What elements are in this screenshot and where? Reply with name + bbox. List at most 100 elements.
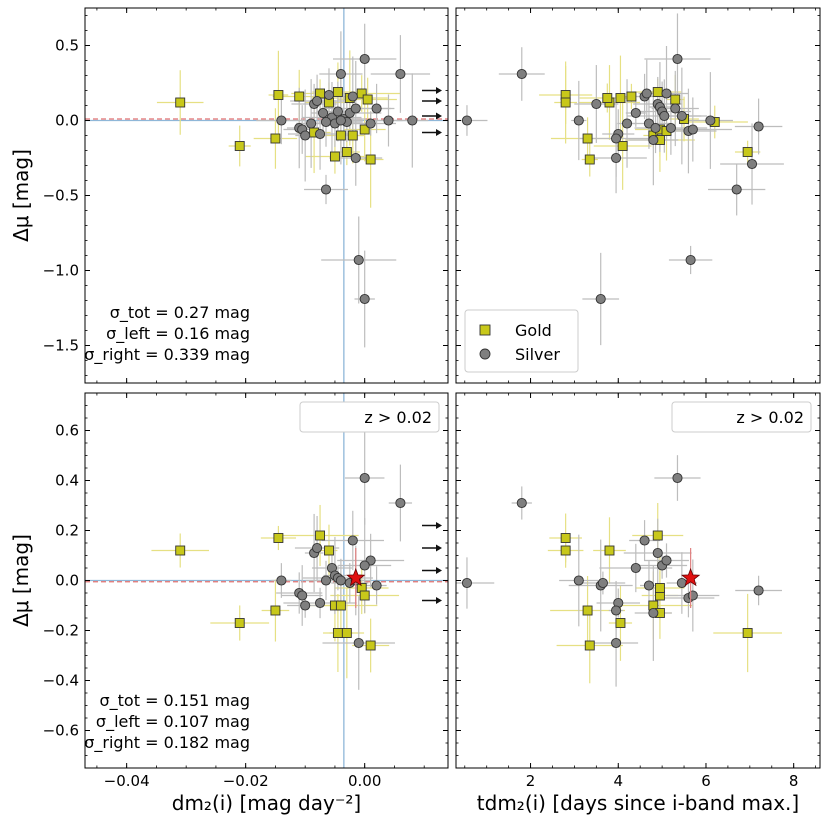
- silver-point: [371, 103, 382, 114]
- silver-point: [611, 605, 622, 616]
- silver-point: [516, 68, 527, 80]
- silver-point: [676, 577, 687, 589]
- legend-gold-label: Gold: [515, 321, 552, 340]
- silver-point: [383, 115, 394, 126]
- gold-point: [582, 605, 593, 616]
- silver-point: [687, 124, 698, 135]
- stat-line: σ_tot = 0.27 mag: [110, 303, 250, 323]
- x-tick-label: 2: [526, 772, 536, 790]
- silver-point: [371, 580, 382, 591]
- arrow-head: [436, 597, 442, 604]
- gold-point: [273, 90, 284, 100]
- arrow-head: [436, 129, 442, 136]
- gold-point: [356, 88, 367, 99]
- stat-line: σ_right = 0.182 mag: [84, 733, 250, 753]
- gold-point: [234, 618, 245, 628]
- legend-silver-label: Silver: [515, 345, 560, 364]
- gold-point: [365, 640, 376, 651]
- silver-point: [461, 115, 473, 126]
- silver-point: [300, 600, 311, 611]
- stat-line: σ_right = 0.339 mag: [84, 345, 250, 365]
- stat-line: σ_tot = 0.151 mag: [100, 691, 251, 711]
- gold-point: [270, 133, 281, 144]
- silver-point: [573, 115, 584, 126]
- silver-point: [753, 585, 764, 596]
- silver-point: [676, 110, 687, 122]
- gold-point: [294, 91, 305, 102]
- y-tick-label: 0.0: [55, 572, 79, 590]
- silver-point: [365, 118, 376, 129]
- silver-point: [648, 607, 659, 619]
- silver-point: [312, 542, 323, 554]
- silver-point: [639, 535, 650, 546]
- gold-point: [329, 151, 340, 162]
- gold-point: [341, 628, 352, 638]
- silver-point: [297, 590, 308, 601]
- silver-point: [306, 118, 317, 129]
- arrow-head: [436, 87, 442, 94]
- y-tick-label: −1.5: [43, 337, 79, 355]
- silver-point: [611, 133, 622, 144]
- silver-point: [335, 115, 346, 126]
- gold-point: [332, 628, 343, 638]
- gold-point: [270, 605, 281, 616]
- legend-text: z > 0.02: [364, 408, 432, 427]
- gold-point: [560, 97, 571, 108]
- silver-point: [395, 68, 406, 80]
- gold-point: [652, 87, 663, 97]
- silver-point: [353, 637, 364, 649]
- x-tick-label: 8: [789, 772, 799, 790]
- silver-point: [359, 53, 370, 65]
- gold-point: [347, 130, 358, 141]
- gold-point: [615, 618, 626, 628]
- x-tick-label: 6: [701, 772, 711, 790]
- gold-point: [341, 147, 352, 157]
- silver-point: [332, 106, 343, 117]
- silver-point: [461, 577, 473, 589]
- panel-frame: [455, 392, 821, 769]
- silver-point: [652, 547, 663, 559]
- y-tick-label: −0.2: [43, 622, 79, 640]
- silver-point: [315, 128, 326, 140]
- gold-point: [335, 130, 346, 141]
- x-axis-label: dm₂(i) [mag day⁻²]: [172, 791, 361, 815]
- silver-point: [731, 184, 742, 195]
- arrow-head: [436, 112, 442, 120]
- gold-point: [584, 154, 595, 165]
- y-axis-label: Δμ [mag]: [9, 534, 33, 627]
- stat-line: σ_left = 0.16 mag: [106, 324, 250, 344]
- silver-point: [317, 107, 329, 119]
- gold-point: [175, 545, 186, 556]
- silver-point: [672, 53, 683, 65]
- gold-point: [359, 124, 370, 135]
- silver-point: [611, 637, 622, 649]
- arrow-head: [436, 544, 442, 552]
- arrow-head: [436, 522, 442, 529]
- gold-point: [617, 141, 628, 151]
- y-axis-label: Δμ [mag]: [9, 149, 33, 242]
- gold-point: [670, 94, 681, 105]
- silver-point: [705, 115, 716, 126]
- star-marker: [681, 567, 701, 587]
- silver-point: [359, 560, 370, 571]
- gold-point: [175, 97, 186, 108]
- silver-point: [643, 580, 655, 591]
- silver-point: [659, 110, 670, 122]
- silver-point: [650, 122, 661, 134]
- y-tick-label: −1.0: [43, 262, 79, 280]
- silver-point: [630, 562, 641, 574]
- x-tick-label: −0.04: [104, 772, 150, 790]
- silver-point: [359, 293, 370, 305]
- x-axis-label: tdm₂(i) [days since i-band max.]: [477, 791, 799, 815]
- gold-point: [315, 530, 326, 541]
- gold-point: [604, 545, 615, 556]
- gold-point: [582, 133, 593, 144]
- gold-point: [615, 93, 626, 103]
- silver-point: [591, 98, 602, 110]
- silver-point: [648, 134, 659, 146]
- plot-area: [456, 13, 784, 346]
- silver-point: [335, 68, 346, 80]
- silver-point: [597, 577, 608, 589]
- silver-point: [353, 254, 364, 266]
